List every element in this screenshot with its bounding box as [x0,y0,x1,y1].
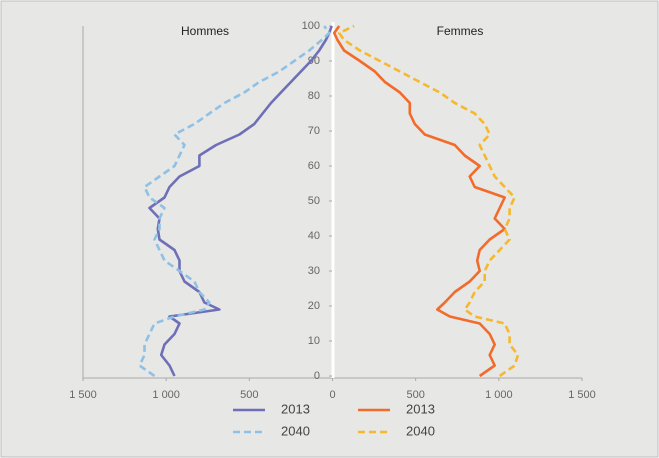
y-tick-label: 90 [308,55,320,67]
x-tick-label: 1 000 [485,389,513,401]
x-tick-label: 1 500 [568,389,596,401]
y-tick-label: 50 [308,195,320,207]
series-line [138,25,331,378]
legend-label: 2013 [281,401,310,416]
y-tick-label: 30 [308,265,320,277]
legend-label: 2040 [406,423,435,438]
panel-label: Femmes [437,24,484,38]
x-tick-label: 500 [240,389,258,401]
series-line [332,25,506,378]
y-tick-label: 20 [308,300,320,312]
y-tick-label: 70 [308,125,320,137]
series-line [337,24,520,378]
y-tick-label: 60 [308,160,320,172]
x-tick-label: 1 000 [152,389,180,401]
x-tick-label: 500 [406,389,424,401]
y-tick-label: 80 [308,90,320,102]
y-tick-label: 0 [314,370,320,382]
x-tick-label: 0 [329,389,335,401]
panel-label: Hommes [181,24,229,38]
y-tick-label: 100 [302,20,320,32]
legend-label: 2040 [281,423,310,438]
legend-label: 2013 [406,401,435,416]
x-tick-label: 1 500 [69,389,97,401]
y-tick-label: 10 [308,335,320,347]
y-tick-label: 40 [308,230,320,242]
